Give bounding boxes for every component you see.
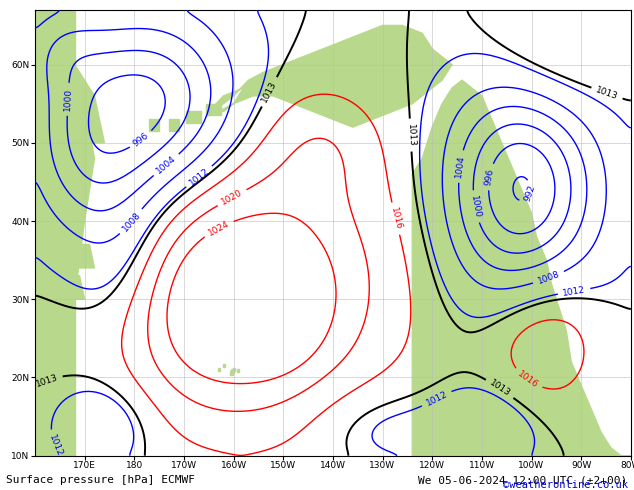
Text: 1013: 1013 <box>260 79 278 104</box>
Polygon shape <box>217 368 219 371</box>
Polygon shape <box>233 368 235 371</box>
Text: We 05-06-2024 12:00 UTC (±2+00): We 05-06-2024 12:00 UTC (±2+00) <box>418 475 628 485</box>
Text: 1012: 1012 <box>47 433 64 458</box>
Polygon shape <box>206 104 221 116</box>
Text: 1004: 1004 <box>454 154 466 178</box>
Text: 1008: 1008 <box>120 210 142 233</box>
Text: 1008: 1008 <box>536 270 561 286</box>
Polygon shape <box>412 80 631 456</box>
Polygon shape <box>209 33 452 127</box>
Text: 1020: 1020 <box>220 188 244 207</box>
Text: 1013: 1013 <box>34 373 59 389</box>
Polygon shape <box>149 120 159 131</box>
Text: 1004: 1004 <box>155 154 178 176</box>
Text: 996: 996 <box>484 168 496 186</box>
Polygon shape <box>35 205 70 299</box>
Polygon shape <box>238 369 240 372</box>
Polygon shape <box>186 112 201 123</box>
Text: ©weatheronline.co.uk: ©weatheronline.co.uk <box>503 480 628 490</box>
Text: 1016: 1016 <box>389 206 403 231</box>
Polygon shape <box>65 276 84 299</box>
Text: Surface pressure [hPa] ECMWF: Surface pressure [hPa] ECMWF <box>6 475 195 485</box>
Polygon shape <box>169 120 179 131</box>
Text: 1000: 1000 <box>469 195 482 219</box>
Polygon shape <box>35 25 105 143</box>
Polygon shape <box>231 369 234 373</box>
Polygon shape <box>223 364 224 367</box>
Text: 1012: 1012 <box>562 285 586 297</box>
Text: 996: 996 <box>132 131 151 148</box>
Polygon shape <box>35 10 94 299</box>
Text: 1024: 1024 <box>207 219 231 238</box>
Text: 1013: 1013 <box>488 378 512 399</box>
Polygon shape <box>209 25 432 112</box>
Text: 1012: 1012 <box>188 166 211 187</box>
Text: 1012: 1012 <box>424 390 449 408</box>
Polygon shape <box>75 245 94 268</box>
Text: 1013: 1013 <box>595 85 619 101</box>
Text: 1016: 1016 <box>516 369 540 390</box>
Text: 1013: 1013 <box>406 123 416 147</box>
Text: 992: 992 <box>522 184 536 203</box>
Text: 1000: 1000 <box>63 88 73 111</box>
Polygon shape <box>230 371 233 375</box>
